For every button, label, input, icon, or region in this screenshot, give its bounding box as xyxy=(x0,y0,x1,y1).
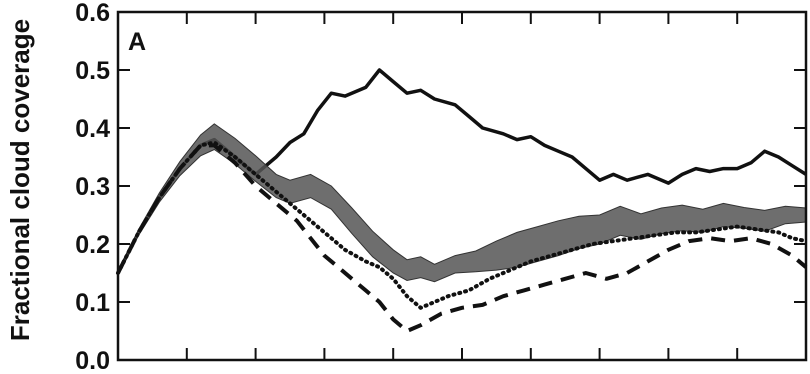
y-tick-labels: 0.0 0.1 0.2 0.3 0.4 0.5 0.6 xyxy=(75,0,110,374)
panel-label: A xyxy=(128,28,146,56)
series-line-dashed xyxy=(116,143,808,333)
y-axis-title-group: Fractional cloud coverage xyxy=(5,19,35,341)
y-axis-title: Fractional cloud coverage xyxy=(5,19,35,341)
y-tick-label: 0.3 xyxy=(75,173,110,201)
y-tick-label: 0.1 xyxy=(75,289,110,317)
y-tick-label: 0.2 xyxy=(75,231,110,259)
y-tick-label: 0.0 xyxy=(75,347,110,374)
y-tick-label: 0.6 xyxy=(75,0,110,27)
axis-ticks xyxy=(117,11,807,361)
plot-area xyxy=(116,68,808,333)
series-line-dotted xyxy=(116,140,808,310)
y-tick-label: 0.4 xyxy=(75,115,110,143)
y-tick-label: 0.5 xyxy=(75,57,110,85)
series-line-solid xyxy=(116,68,807,274)
